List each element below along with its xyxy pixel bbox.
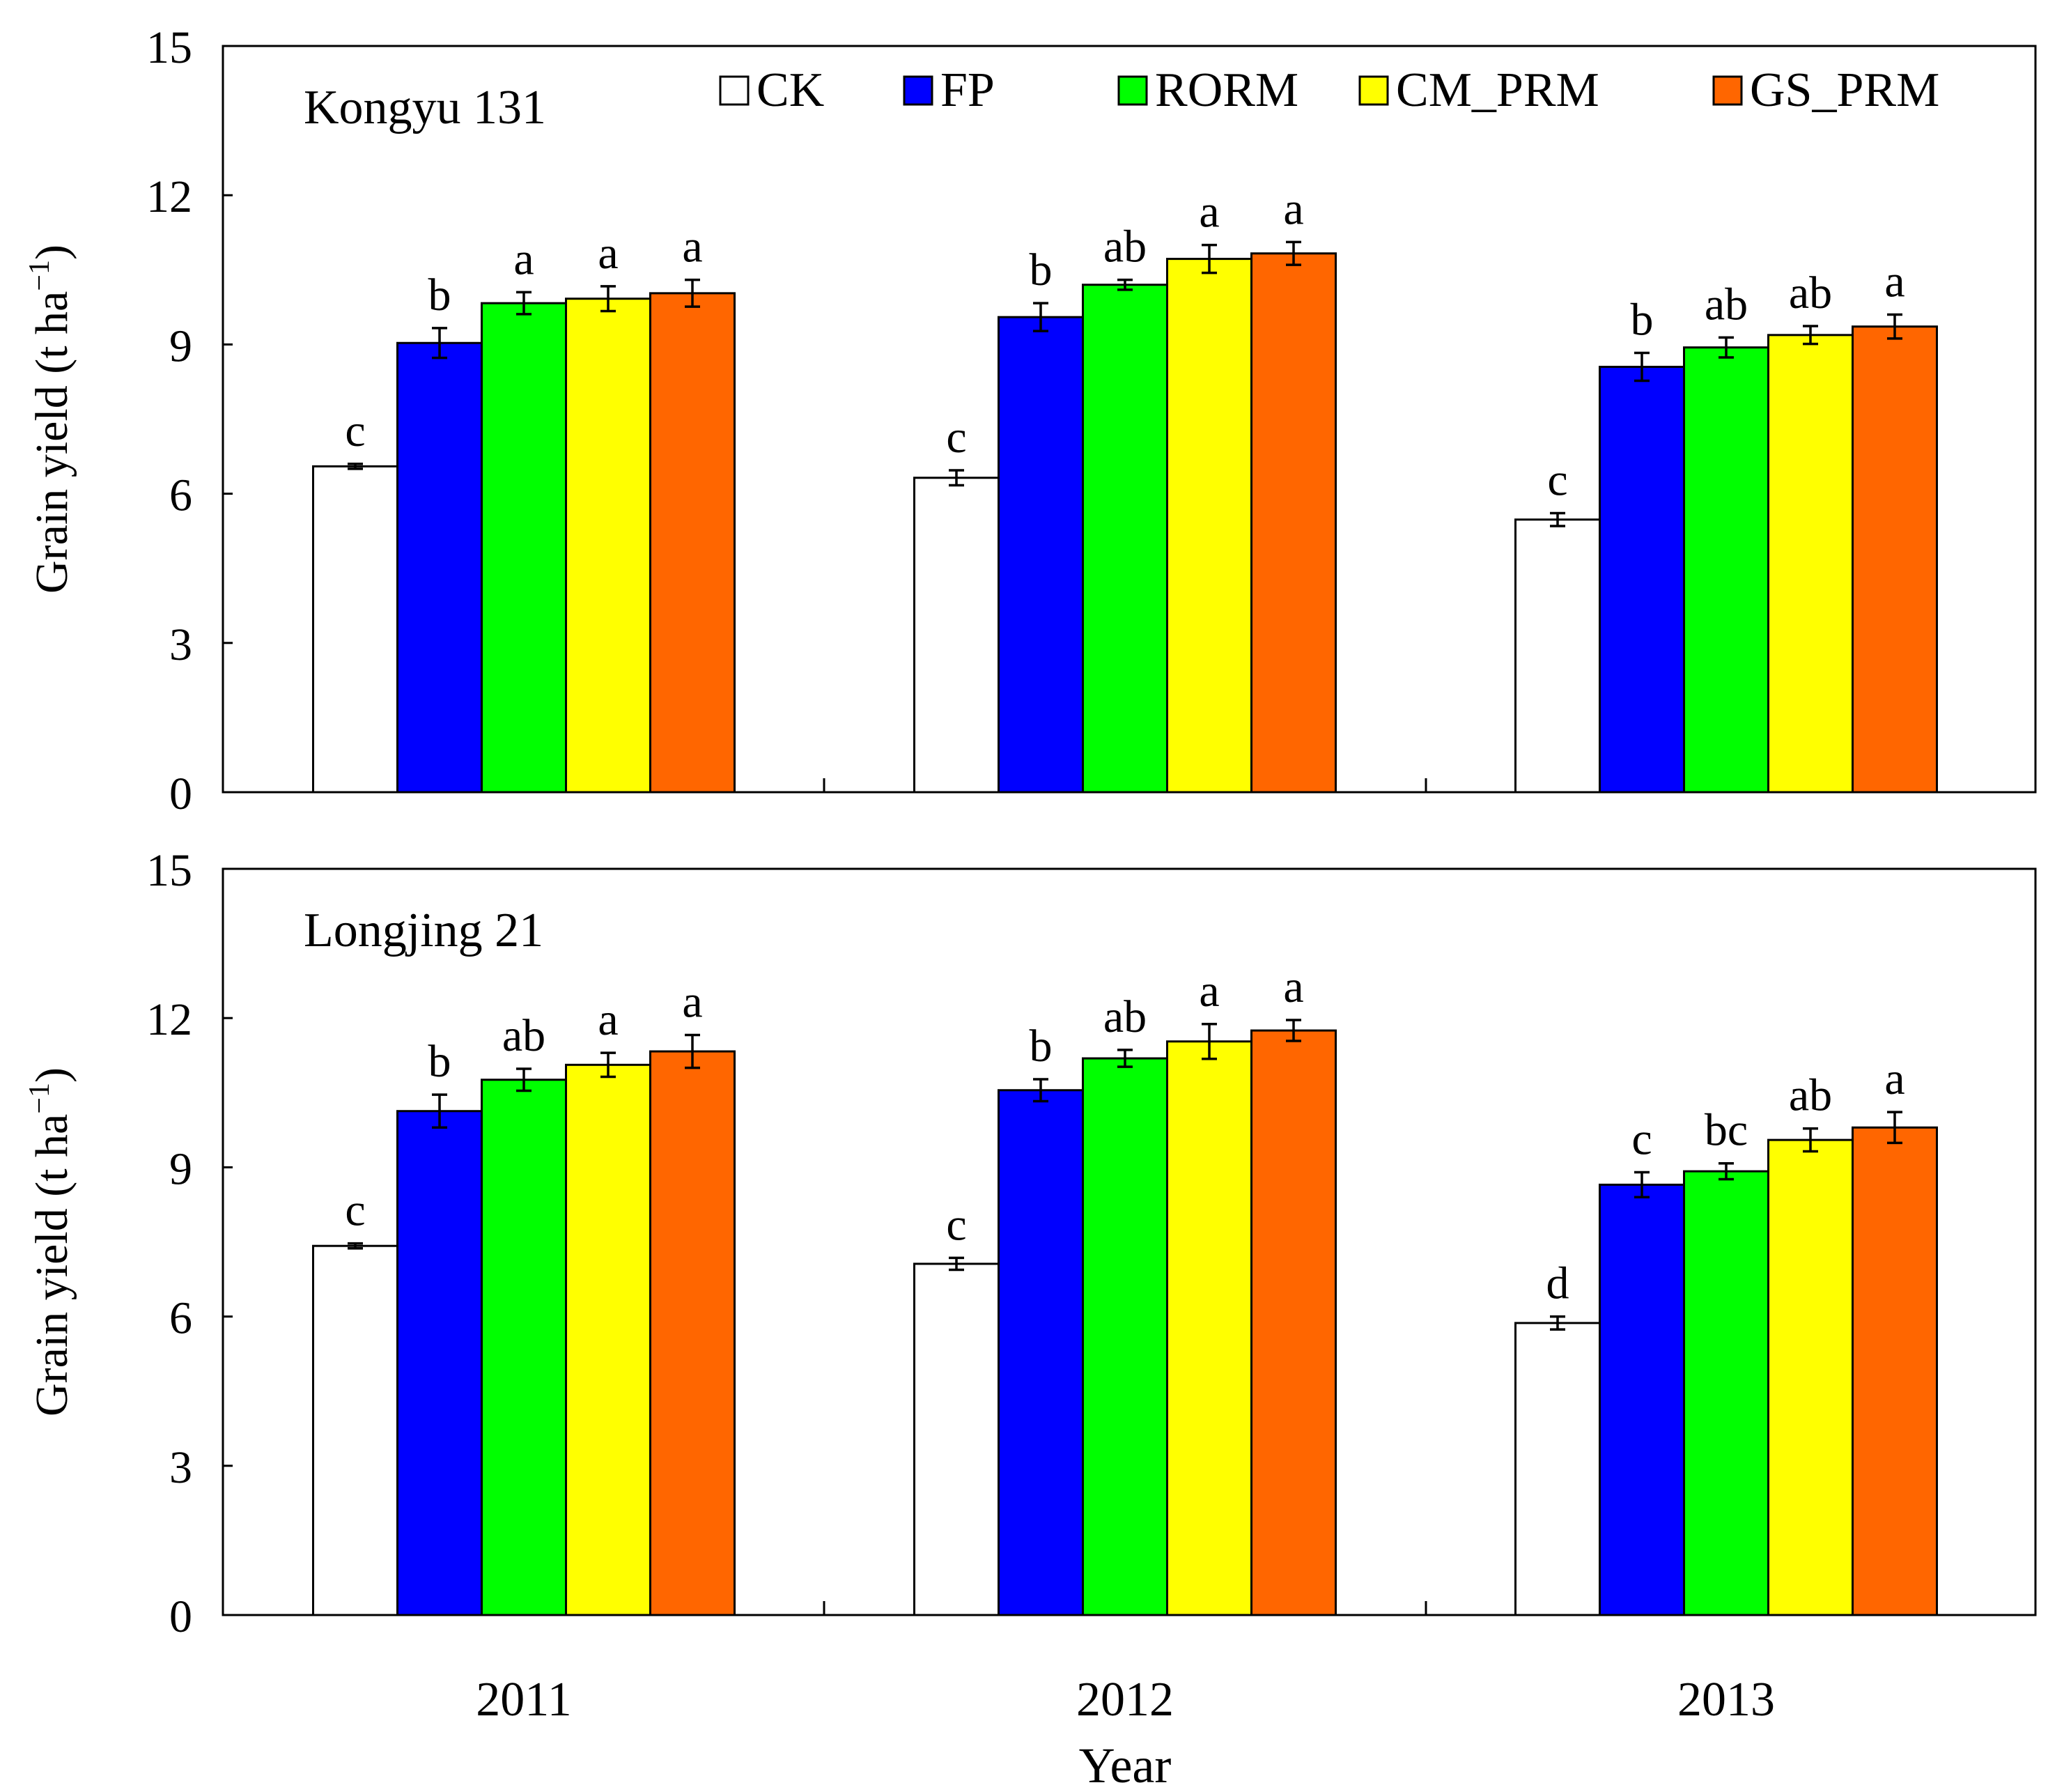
- bar-gs-prm-2013: [1852, 1126, 1938, 1616]
- bar-gs-prm-2011: [649, 1050, 736, 1616]
- legend-swatch-rorm: [1117, 75, 1148, 106]
- significance-letter: a: [513, 233, 534, 284]
- x-axis-label: Year: [1079, 1738, 1172, 1792]
- bar-ck-2012: [913, 477, 1000, 794]
- legend-label-fp: FP: [940, 63, 995, 117]
- significance-letter: c: [1631, 1114, 1652, 1165]
- significance-letter: a: [598, 228, 618, 279]
- significance-letter: ab: [1103, 991, 1147, 1042]
- bar-rorm-2011: [481, 1079, 567, 1616]
- y-tick-label: 12: [146, 171, 192, 222]
- significance-letter: ab: [1103, 222, 1147, 272]
- panel-title: Longjing 21: [304, 904, 543, 957]
- bar-cm-prm-2011: [565, 1063, 651, 1616]
- legend: CK FP RORM CM_PRM GS_PRM: [719, 63, 1939, 117]
- bar-rorm-2013: [1683, 346, 1769, 794]
- significance-letter: b: [428, 1036, 451, 1087]
- significance-letter: c: [345, 405, 365, 456]
- panel-title: Kongyu 131: [304, 81, 546, 134]
- y-tick-label: 9: [169, 1143, 192, 1194]
- y-tick-label: 0: [169, 768, 192, 819]
- significance-letter: b: [1030, 245, 1053, 295]
- y-tick-label: 15: [146, 22, 192, 73]
- legend-label-cm-prm: CM_PRM: [1396, 63, 1599, 117]
- significance-letter: c: [946, 1199, 966, 1250]
- y-axis-label: Grain yield (t ha−1): [24, 245, 77, 594]
- bar-fp-2012: [998, 316, 1084, 794]
- bar-cm-prm-2012: [1166, 1040, 1252, 1616]
- bar-fp-2011: [396, 1110, 483, 1616]
- significance-letter: ab: [1705, 279, 1748, 330]
- significance-letter: a: [1199, 966, 1219, 1017]
- significance-letter: c: [946, 412, 966, 463]
- y-tick-label: 9: [169, 320, 192, 371]
- bar-cm-prm-2011: [565, 298, 651, 794]
- significance-letter: ab: [1789, 1070, 1832, 1121]
- legend-swatch-fp: [903, 75, 933, 106]
- significance-letter: b: [1030, 1021, 1053, 1072]
- significance-letter: a: [598, 994, 618, 1045]
- legend-label-ck: CK: [757, 63, 824, 117]
- y-tick-label: 15: [146, 845, 192, 896]
- y-axis-label: Grain yield (t ha−1): [24, 1067, 77, 1416]
- bar-gs-prm-2013: [1852, 325, 1938, 794]
- y-tick-label: 12: [146, 994, 192, 1045]
- bar-ck-2011: [312, 1244, 398, 1616]
- significance-letter: b: [428, 270, 451, 320]
- y-tick-label: 6: [169, 1293, 192, 1344]
- significance-letter: c: [345, 1185, 365, 1236]
- bar-ck-2012: [913, 1262, 1000, 1616]
- panel-longjing-21: 0 3 6 9 12 15 Grain yield (t ha−1) Longjing 21 c…: [24, 845, 2037, 1727]
- legend-swatch-gs-prm: [1712, 75, 1743, 106]
- y-tick-label: 6: [169, 470, 192, 521]
- significance-letter: a: [682, 976, 702, 1027]
- bar-fp-2012: [998, 1089, 1084, 1616]
- significance-letter: bc: [1705, 1105, 1748, 1156]
- x-tick-label: 2011: [476, 1673, 571, 1727]
- significance-letter: a: [1199, 187, 1219, 238]
- y-tick-label: 3: [169, 1442, 192, 1493]
- bar-cm-prm-2013: [1767, 334, 1854, 794]
- legend-label-gs-prm: GS_PRM: [1750, 63, 1939, 117]
- significance-letter: ab: [1789, 268, 1832, 318]
- significance-letter: a: [682, 222, 702, 272]
- panel-kongyu-131: 0 3 6 9 12 15 Grain yield (t ha−1) Kongyu 131 c b…: [24, 22, 2037, 819]
- y-tick-label: 0: [169, 1591, 192, 1642]
- bar-gs-prm-2012: [1250, 252, 1337, 794]
- bar-gs-prm-2012: [1250, 1029, 1337, 1616]
- significance-letter: a: [1283, 961, 1303, 1012]
- significance-letter: a: [1884, 1053, 1905, 1104]
- bar-rorm-2012: [1082, 1057, 1168, 1616]
- significance-letter: ab: [502, 1010, 545, 1061]
- bar-gs-prm-2011: [649, 292, 736, 794]
- significance-letter: b: [1631, 295, 1654, 346]
- legend-swatch-ck: [719, 75, 750, 106]
- significance-letter: c: [1547, 454, 1567, 505]
- significance-letter: a: [1283, 183, 1303, 234]
- bar-ck-2013: [1514, 518, 1601, 794]
- bar-cm-prm-2013: [1767, 1138, 1854, 1616]
- legend-swatch-cm-prm: [1358, 75, 1389, 106]
- x-tick-label: 2012: [1076, 1673, 1174, 1727]
- legend-label-rorm: RORM: [1155, 63, 1298, 117]
- bar-rorm-2011: [481, 302, 567, 794]
- bar-ck-2013: [1514, 1322, 1601, 1616]
- bar-fp-2013: [1599, 1183, 1685, 1616]
- x-tick-label: 2013: [1677, 1673, 1775, 1727]
- bar-rorm-2013: [1683, 1170, 1769, 1616]
- y-tick-label: 3: [169, 619, 192, 670]
- bar-rorm-2012: [1082, 284, 1168, 794]
- bar-cm-prm-2012: [1166, 258, 1252, 794]
- significance-letter: a: [1884, 256, 1905, 307]
- significance-letter: d: [1546, 1258, 1569, 1309]
- bar-fp-2011: [396, 341, 483, 794]
- bar-fp-2013: [1599, 366, 1685, 794]
- bar-ck-2011: [312, 465, 398, 794]
